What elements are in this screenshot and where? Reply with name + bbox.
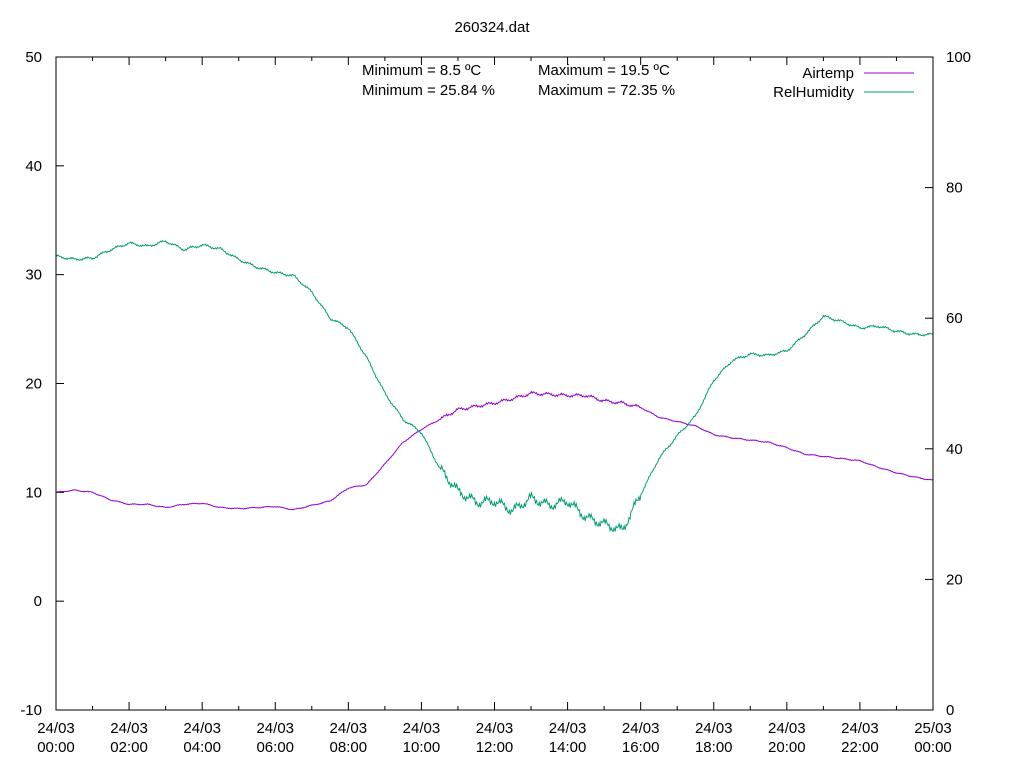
x-tick-label-date: 24/03	[330, 720, 368, 737]
chart-title: 260324.dat	[454, 19, 530, 36]
y2-tick-label: 60	[946, 310, 963, 327]
y-tick-label: -10	[20, 702, 42, 719]
series-line-airtemp	[55, 390, 934, 511]
x-axis-ticks: 24/03 00:00 24/03 02:00 24/03 04:00 24/03 06:00…	[37, 57, 952, 756]
y-tick-label: 40	[25, 158, 42, 175]
y-tick-label: 30	[25, 267, 42, 284]
annotation-hum-min: Minimum = 25.84 %	[362, 82, 495, 99]
y2-axis-ticks: 0 20 40 60 80 100	[925, 49, 971, 719]
x-tick-label-date: 24/03	[476, 720, 514, 737]
annotation-temp-max: Maximum = 19.5 ºC	[538, 62, 670, 79]
y-tick-label: 0	[34, 593, 42, 610]
x-tick-label-time: 16:00	[622, 739, 660, 756]
x-tick-label-date: 24/03	[37, 720, 75, 737]
plot-frame	[55, 56, 934, 711]
y-tick-label: 50	[25, 49, 42, 66]
x-tick-label-date: 24/03	[183, 720, 221, 737]
legend-label-airtemp: Airtemp	[802, 65, 854, 82]
x-tick-label-date: 24/03	[110, 720, 148, 737]
y-tick-label: 10	[25, 484, 42, 501]
y2-tick-label: 0	[946, 702, 954, 719]
legend: Airtemp RelHumidity	[773, 65, 914, 101]
x-tick-label-time: 12:00	[476, 739, 514, 756]
x-tick-label-date: 24/03	[768, 720, 806, 737]
x-tick-label-date: 25/03	[914, 720, 952, 737]
y-axis-ticks: -10 0 10 20 30 40 50	[20, 49, 64, 719]
x-tick-label-date: 24/03	[549, 720, 587, 737]
x-tick-label-time: 10:00	[403, 739, 441, 756]
annotation-hum-max: Maximum = 72.35 %	[538, 82, 675, 99]
series-line-relhumidity	[55, 240, 934, 533]
x-tick-label-date: 24/03	[256, 720, 294, 737]
x-tick-label-time: 06:00	[256, 739, 294, 756]
y2-tick-label: 80	[946, 180, 963, 197]
plot-lines	[55, 240, 934, 533]
x-tick-label-time: 04:00	[183, 739, 221, 756]
x-tick-label-time: 18:00	[695, 739, 733, 756]
annotations: Minimum = 8.5 ºC Maximum = 19.5 ºC Minim…	[362, 62, 675, 99]
y-tick-label: 20	[25, 376, 42, 393]
x-tick-label-date: 24/03	[622, 720, 660, 737]
y2-tick-label: 20	[946, 571, 963, 588]
x-tick-label-time: 00:00	[914, 739, 952, 756]
x-tick-label-date: 24/03	[841, 720, 879, 737]
x-tick-label-date: 24/03	[403, 720, 441, 737]
x-tick-label-time: 08:00	[330, 739, 368, 756]
legend-label-relhumidity: RelHumidity	[773, 84, 854, 101]
x-tick-label-date: 24/03	[695, 720, 733, 737]
x-tick-label-time: 02:00	[110, 739, 148, 756]
x-tick-label-time: 14:00	[549, 739, 587, 756]
annotation-temp-min: Minimum = 8.5 ºC	[362, 62, 481, 79]
x-tick-label-time: 00:00	[37, 739, 75, 756]
x-tick-label-time: 20:00	[768, 739, 806, 756]
y2-tick-label: 40	[946, 441, 963, 458]
y2-tick-label: 100	[946, 49, 971, 66]
x-tick-label-time: 22:00	[841, 739, 879, 756]
